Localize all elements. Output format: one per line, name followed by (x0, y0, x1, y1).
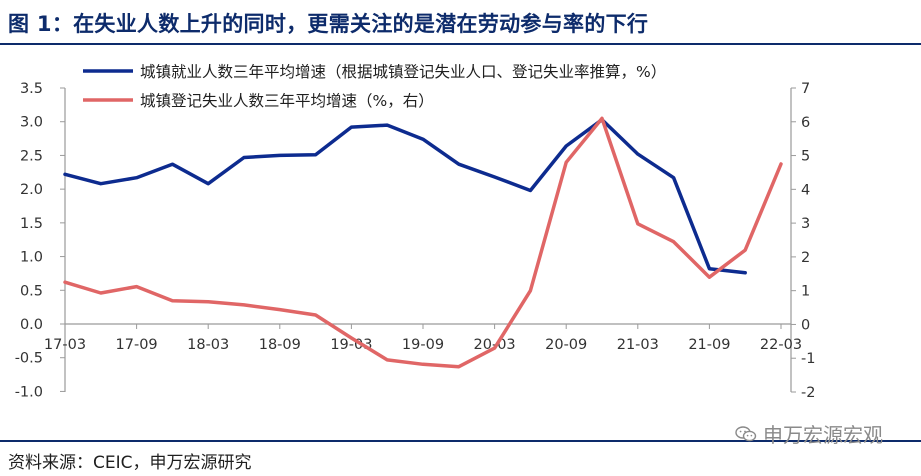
series-line-employment-growth (63, 117, 747, 275)
legend-label-unemployment: 城镇登记失业人数三年平均增速（%，右） (140, 92, 434, 110)
wechat-icon (735, 425, 757, 441)
watermark-text: 申万宏源宏观 (763, 423, 883, 447)
right-tick-label: 5 (801, 149, 810, 165)
left-tick-label: 3.0 (20, 115, 43, 131)
x-tick-label: 19-09 (402, 337, 444, 353)
watermark: 申万宏源宏观 (735, 419, 883, 448)
chart-legend: 城镇就业人数三年平均增速（根据城镇登记失业人口、登记失业率推算，%） 城镇登记失… (83, 62, 666, 110)
x-tick-label: 17-03 (44, 337, 86, 353)
left-tick-label: 0.0 (20, 317, 43, 333)
figure-title: 图 1：在失业人数上升的同时，更需关注的是潜在劳动参与率的下行 (8, 12, 649, 36)
x-tick-label: 18-03 (187, 337, 229, 353)
left-tick-label: 2.0 (20, 182, 43, 198)
footer-divider (0, 440, 921, 442)
right-tick-label: 3 (801, 216, 810, 232)
source-note: 资料来源：CEIC，申万宏源研究 (8, 453, 252, 473)
line-chart: 3.5 3.0 2.5 2.0 1.5 1.0 0.5 0.0 -0.5 -1.0 7 6 5 4 3 2 1 0… (15, 62, 816, 401)
left-tick-label: 1.5 (20, 216, 43, 232)
left-tick-label: 0.5 (20, 283, 43, 299)
right-tick-label: 6 (801, 115, 810, 131)
left-tick-label: -0.5 (15, 351, 43, 367)
left-tick-label: -1.0 (15, 384, 43, 400)
x-tick-label: 18-09 (259, 337, 301, 353)
legend-label-employment: 城镇就业人数三年平均增速（根据城镇登记失业人口、登记失业率推算，%） (140, 62, 666, 81)
x-tick-label: 21-03 (617, 337, 659, 353)
right-tick-label: 7 (801, 81, 810, 97)
right-tick-label: 0 (801, 317, 810, 333)
title-divider (0, 43, 921, 45)
x-tick-label: 22-03 (760, 337, 802, 353)
left-tick-label: 2.5 (20, 148, 43, 164)
right-tick-label: 2 (801, 250, 810, 266)
x-tick-label: 17-09 (116, 337, 158, 353)
chart-axes: 3.5 3.0 2.5 2.0 1.5 1.0 0.5 0.0 -0.5 -1.0 7 6 5 4 3 2 1 0… (15, 81, 816, 401)
chart-series (63, 116, 783, 369)
right-tick-label: -2 (801, 385, 815, 401)
x-tick-label: 19-03 (330, 337, 372, 353)
left-tick-label: 3.5 (20, 81, 43, 97)
left-tick-label: 1.0 (20, 250, 43, 266)
right-tick-label: 1 (801, 284, 810, 300)
right-tick-label: -1 (801, 351, 815, 367)
x-tick-label: 21-09 (688, 337, 730, 353)
right-tick-label: 4 (801, 182, 810, 198)
series-line-unemployment-growth (63, 116, 783, 369)
x-tick-label: 20-09 (545, 337, 587, 353)
